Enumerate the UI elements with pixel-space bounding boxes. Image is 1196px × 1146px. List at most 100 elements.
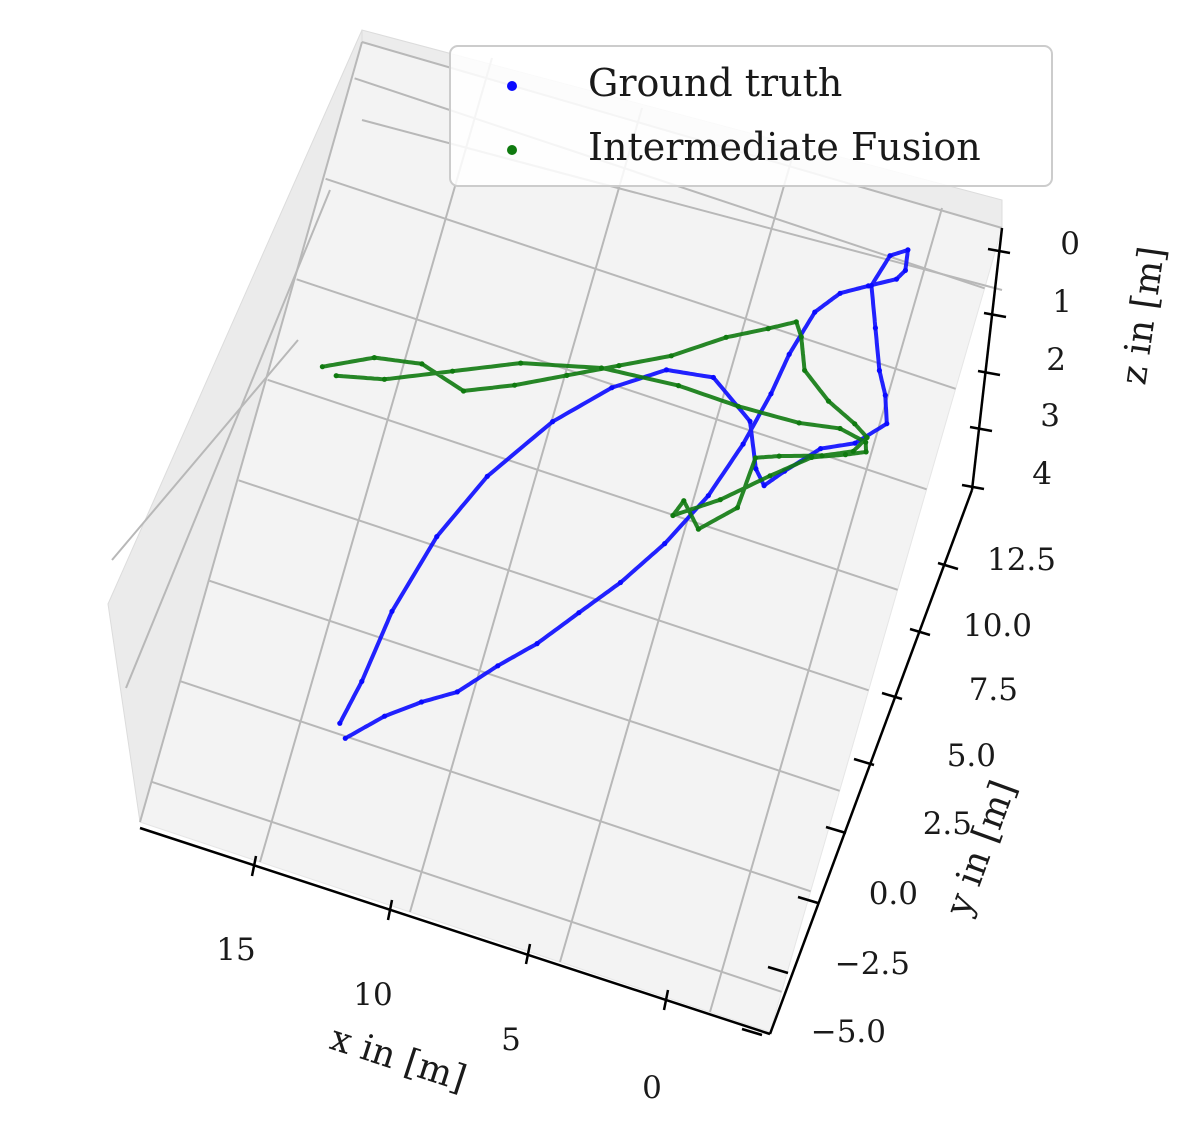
y-axis-label: y in [m] <box>938 775 1025 922</box>
data-point <box>662 541 668 547</box>
legend-box <box>449 45 1053 187</box>
data-point <box>768 391 774 397</box>
z-tick-mark <box>987 247 1011 255</box>
data-point <box>734 505 741 511</box>
data-point <box>876 367 883 374</box>
x-tick-mark-15 <box>250 855 258 877</box>
data-point <box>359 678 365 685</box>
data-point <box>518 360 524 366</box>
data-point <box>837 290 843 296</box>
data-point <box>747 418 753 424</box>
grid-line-y--2.5 <box>180 680 811 893</box>
z-tick-label: 2 <box>1046 342 1066 378</box>
y-tick-mark <box>741 1027 763 1037</box>
data-point <box>809 454 815 460</box>
data-point <box>753 466 759 472</box>
data-point <box>381 376 387 382</box>
data-point <box>511 382 518 388</box>
data-point <box>767 473 773 479</box>
y-tick-label: 10.0 <box>963 608 1032 644</box>
data-point <box>670 512 676 519</box>
data-point <box>681 498 687 504</box>
series-layer <box>319 247 911 741</box>
data-point <box>449 368 456 374</box>
z-tick-label: 4 <box>1032 456 1052 492</box>
y-tick-mark <box>853 757 875 767</box>
data-point <box>752 455 759 461</box>
y-tick-label: 7.5 <box>969 672 1018 708</box>
x-tick-mark-5 <box>524 943 532 965</box>
data-point <box>617 579 624 586</box>
data-point <box>576 610 582 616</box>
grid-line-y-10 <box>325 177 956 390</box>
y-tick-label: 0.0 <box>869 876 918 912</box>
data-point <box>842 452 849 458</box>
wall-grid-line-2 <box>111 339 299 561</box>
grid-line-x-15 <box>259 57 493 863</box>
ticks-layer: 15 10 5 0 12.5 10.0 7.5 5.0 2.50.0 −2.5 −5.0 0 1 2 3 4 <box>216 226 1080 1106</box>
z-tick-label: 3 <box>1040 398 1060 434</box>
data-point <box>342 735 348 741</box>
data-point <box>319 364 325 370</box>
data-point <box>550 419 556 425</box>
grid-line-x-0 <box>709 207 943 1013</box>
data-point <box>695 526 702 532</box>
x-tick-mark-10 <box>386 899 394 921</box>
data-point <box>663 367 670 373</box>
y-tick-label: 2.5 <box>923 806 972 842</box>
grid-line-y-5 <box>267 378 898 591</box>
y-tick-label: −5.0 <box>811 1014 886 1050</box>
y-tick-label: 12.5 <box>987 542 1056 578</box>
x-axis-label: x in [m] <box>325 1018 471 1100</box>
data-point <box>850 448 856 454</box>
data-point <box>802 367 808 373</box>
data-point <box>723 334 729 340</box>
data-point <box>882 392 888 398</box>
x-tick-mark-0 <box>662 989 670 1011</box>
data-point <box>419 361 425 367</box>
data-point <box>371 355 377 361</box>
data-point <box>765 326 771 332</box>
data-point <box>616 363 622 369</box>
y-tick-mark <box>909 627 931 637</box>
data-point <box>776 453 782 459</box>
data-point <box>337 720 343 726</box>
grid-line-y-0 <box>209 579 840 792</box>
y-tick-mark <box>937 561 959 571</box>
data-point <box>818 446 824 452</box>
data-point <box>564 372 570 378</box>
legend: Ground truth Intermediate Fusion <box>449 45 1053 187</box>
data-point <box>796 420 802 426</box>
data-point <box>705 493 711 499</box>
y-tick-mark <box>797 895 819 905</box>
data-point <box>534 641 540 647</box>
z-axis-label: z in [m] <box>1113 244 1173 387</box>
data-point <box>735 403 741 409</box>
legend-marker-ground-truth <box>507 81 517 91</box>
data-point <box>710 374 717 381</box>
data-point <box>887 253 893 259</box>
x-tick-label: 10 <box>353 977 392 1013</box>
legend-marker-intermediate-fusion <box>507 145 517 155</box>
z-tick-mark <box>983 311 1007 319</box>
wall-grid-line-0 <box>139 41 363 823</box>
data-point <box>812 309 818 315</box>
x-tick-label: 15 <box>216 932 255 968</box>
data-point <box>852 440 858 446</box>
x-tick-label: 0 <box>642 1070 662 1106</box>
data-point <box>740 441 746 447</box>
data-point <box>418 699 425 705</box>
data-point <box>893 276 900 282</box>
data-point <box>598 365 605 371</box>
grid-line-x-10 <box>409 107 643 913</box>
data-point <box>454 689 460 695</box>
grid-line-x-5 <box>559 157 793 963</box>
data-point <box>825 398 832 404</box>
data-point <box>793 319 799 325</box>
y-tick-mark <box>881 691 903 701</box>
wall-grid-line-1 <box>125 189 331 689</box>
z-tick-mark <box>977 369 1001 377</box>
y-tick-mark <box>825 825 847 835</box>
data-point <box>717 497 723 503</box>
data-point <box>864 434 870 441</box>
